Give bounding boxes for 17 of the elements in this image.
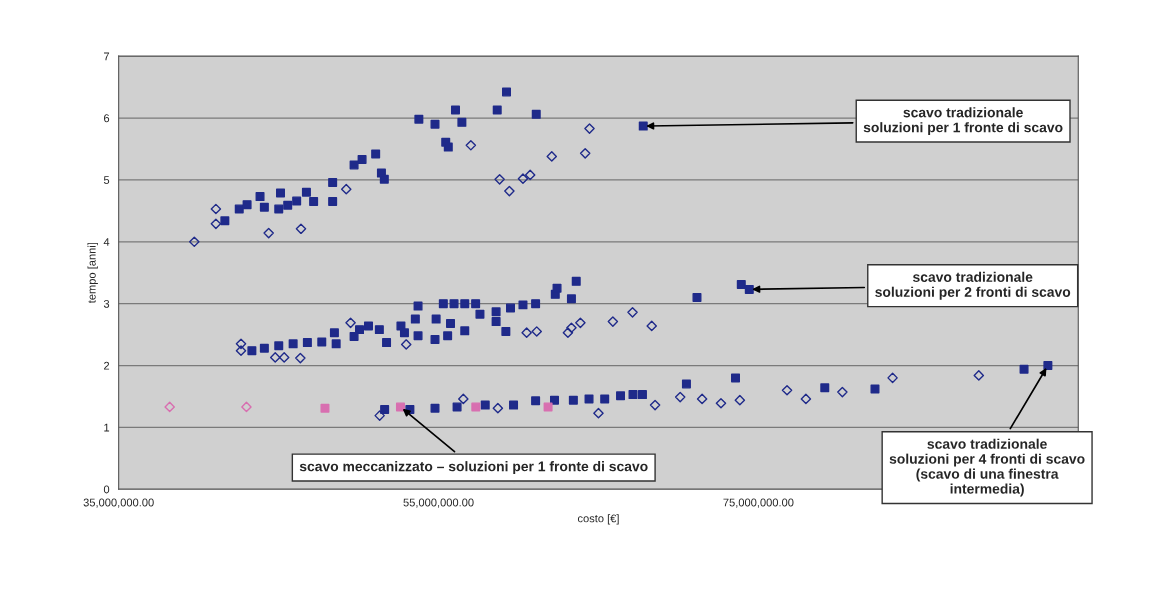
y-tick-label: 7 [104, 52, 110, 61]
annotation: scavo tradizionale soluzioni per 2 fronti di scavo [875, 271, 1071, 300]
annotation: scavo meccanizzato – soluzioni per 1 fronte di scavo [299, 461, 648, 475]
y-tick-label: 0 [103, 485, 110, 494]
y-tick-label: 5 [103, 176, 110, 185]
x-tick-label: 35,000,000.00 [83, 498, 154, 508]
x-tick-label: 55,000,000.00 [403, 498, 474, 508]
y-tick-label: 2 [104, 361, 110, 370]
y-tick-label: 4 [103, 238, 110, 246]
annotation: scavo tradizionale soluzioni per 4 fronti di scavo (scavo di una finestra intermedia) [889, 438, 1085, 497]
y-tick-label: 3 [103, 299, 110, 308]
y-tick-label: 6 [104, 114, 110, 123]
x-axis-title: costo [€] [577, 514, 619, 525]
x-tick-label: 75,000,000.00 [723, 498, 794, 508]
y-axis-title: tempo [anni] [87, 242, 98, 304]
annotation: scavo tradizionale soluzioni per 1 fronte di scavo [863, 107, 1063, 136]
y-tick-label: 1 [104, 423, 110, 432]
